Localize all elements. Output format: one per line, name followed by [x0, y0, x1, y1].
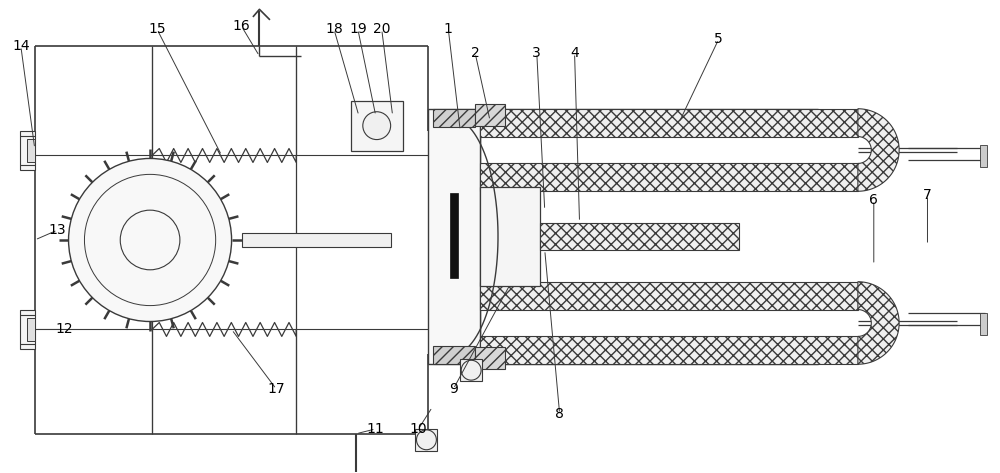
- Bar: [351, 101, 403, 150]
- Text: 5: 5: [714, 32, 723, 46]
- Bar: [415, 429, 437, 451]
- Text: 20: 20: [373, 22, 390, 36]
- Bar: [242, 233, 391, 247]
- Bar: [450, 193, 458, 278]
- Circle shape: [416, 430, 436, 450]
- Bar: [460, 359, 482, 381]
- Bar: [480, 164, 858, 191]
- Bar: [540, 223, 739, 250]
- Text: 7: 7: [923, 188, 932, 202]
- Circle shape: [120, 210, 180, 270]
- Text: 6: 6: [869, 193, 878, 207]
- Text: 17: 17: [268, 382, 285, 396]
- Text: 4: 4: [570, 46, 579, 60]
- Text: 1: 1: [444, 22, 453, 36]
- Bar: [20, 131, 35, 170]
- Text: 8: 8: [555, 407, 564, 421]
- Text: 15: 15: [148, 22, 166, 36]
- Bar: [27, 317, 35, 342]
- Bar: [433, 109, 475, 127]
- Text: 2: 2: [471, 46, 480, 60]
- Circle shape: [69, 158, 232, 322]
- Text: 12: 12: [56, 323, 73, 336]
- Text: 18: 18: [325, 22, 343, 36]
- Circle shape: [84, 175, 216, 306]
- Polygon shape: [858, 109, 899, 191]
- Text: 13: 13: [49, 223, 66, 237]
- Bar: [480, 282, 858, 309]
- Text: 10: 10: [410, 422, 427, 436]
- Text: 16: 16: [233, 19, 250, 33]
- Bar: [980, 145, 987, 167]
- Polygon shape: [858, 282, 899, 364]
- Text: 14: 14: [12, 39, 30, 53]
- Text: 3: 3: [532, 46, 541, 60]
- Bar: [480, 109, 858, 137]
- Text: 11: 11: [367, 422, 385, 436]
- Bar: [475, 104, 505, 126]
- Circle shape: [461, 360, 481, 380]
- Text: 9: 9: [449, 382, 458, 396]
- Bar: [428, 109, 480, 364]
- Bar: [980, 313, 987, 335]
- Text: 19: 19: [349, 22, 367, 36]
- Bar: [480, 187, 540, 286]
- Circle shape: [363, 112, 391, 140]
- Bar: [27, 139, 35, 162]
- Bar: [475, 347, 505, 369]
- Bar: [433, 346, 475, 364]
- Bar: [20, 309, 35, 350]
- Bar: [480, 336, 858, 364]
